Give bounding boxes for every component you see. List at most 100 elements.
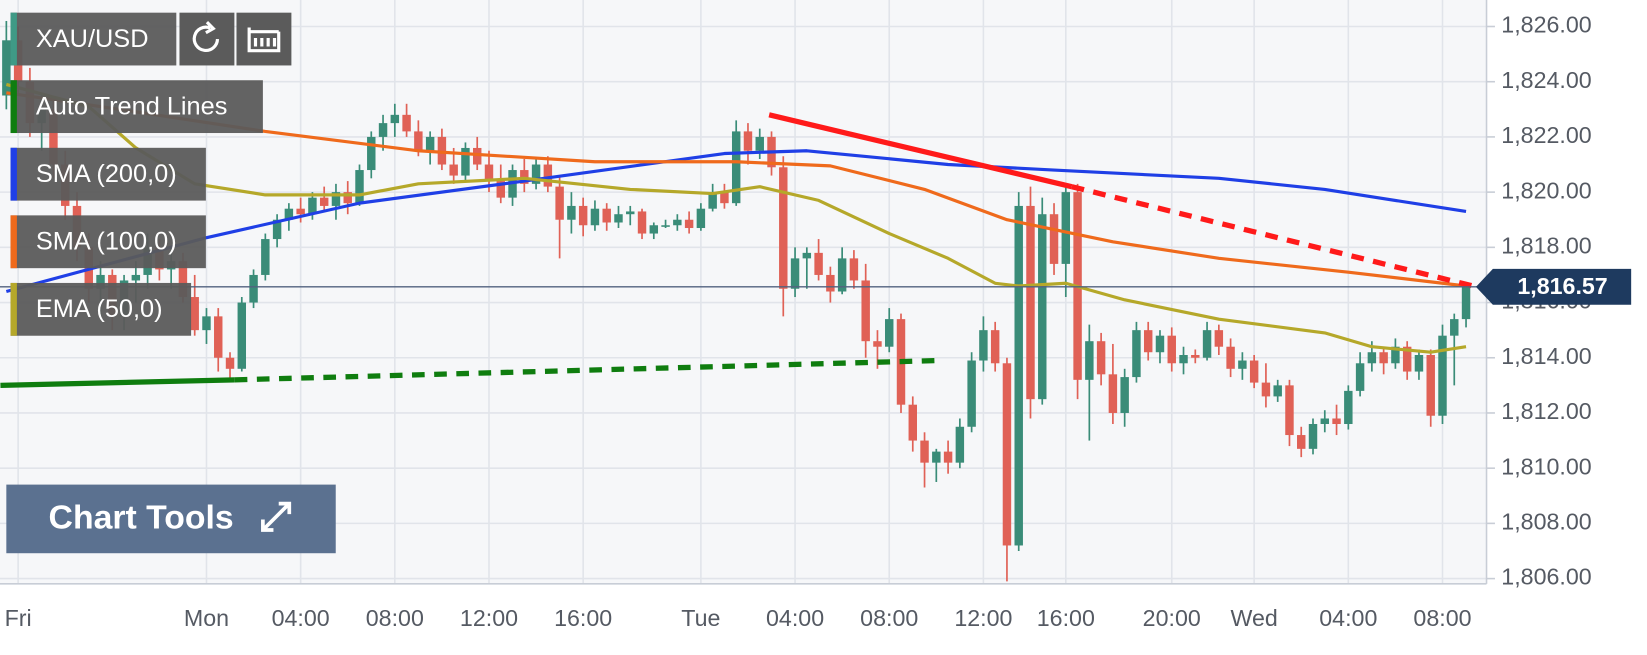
- candle-body: [261, 239, 270, 275]
- legend-box: [10, 215, 206, 269]
- chart-tools-label: Chart Tools: [49, 498, 234, 536]
- candle-body: [1391, 346, 1400, 364]
- candle-body: [214, 316, 223, 358]
- candle-body: [284, 208, 294, 220]
- candle-body: [1167, 335, 1176, 364]
- candle-body: [296, 208, 305, 215]
- candle-body: [96, 274, 105, 289]
- candle-body: [1261, 382, 1271, 397]
- candle-body: [1414, 354, 1424, 372]
- indicator-line: [5, 149, 1467, 294]
- candle-body: [425, 136, 435, 151]
- legend-swatch: [10, 147, 17, 201]
- candle-body: [802, 252, 812, 259]
- candle-body: [885, 319, 894, 347]
- candle-body: [873, 341, 882, 347]
- candle-body: [1379, 352, 1388, 364]
- symbol-swatch: [10, 12, 17, 66]
- candle-body: [1332, 418, 1341, 425]
- candle-body: [1461, 286, 1471, 320]
- indicator-line: [5, 82, 1467, 354]
- candle-body: [402, 114, 411, 132]
- candle-body: [225, 357, 235, 369]
- x-tick-label: 04:00: [272, 605, 330, 631]
- candle-body: [461, 147, 470, 176]
- candle-body: [637, 211, 647, 234]
- candle-body: [1367, 352, 1377, 364]
- candle-body: [932, 451, 941, 463]
- x-tick-label: 16:00: [1037, 605, 1095, 631]
- trend-line: [768, 112, 1073, 190]
- x-tick-label: 04:00: [766, 605, 824, 631]
- x-tick-label: 08:00: [366, 605, 424, 631]
- candle-body: [1285, 385, 1294, 436]
- candle-body: [355, 170, 364, 204]
- chart-tools-button[interactable]: [6, 484, 336, 554]
- candle-body: [1143, 330, 1153, 353]
- candle-body: [496, 181, 505, 198]
- candle-body: [696, 208, 706, 229]
- candle-body: [967, 360, 976, 427]
- candle-body: [979, 330, 988, 361]
- candle-body: [202, 316, 211, 331]
- candle-body: [272, 219, 282, 240]
- candle-body: [1238, 360, 1247, 369]
- trend-legend-box: [10, 80, 263, 134]
- candle-body: [1214, 330, 1224, 347]
- candle-body: [943, 451, 953, 463]
- y-tick-label: 1,820.00: [1501, 177, 1591, 203]
- candle-body: [2, 40, 11, 96]
- x-tick-label: 08:00: [1413, 605, 1471, 631]
- candle-body: [708, 192, 717, 209]
- settings-icon: [247, 27, 281, 53]
- x-tick-label: 12:00: [954, 605, 1012, 631]
- candle-body: [449, 164, 458, 176]
- candle-body: [555, 186, 564, 220]
- candle-body: [837, 258, 847, 292]
- candle-body: [731, 131, 741, 204]
- x-tick-label: 12:00: [460, 605, 518, 631]
- candle-body: [990, 330, 1000, 364]
- symbol-label: XAU/USD: [36, 25, 149, 53]
- candle-body: [626, 211, 635, 215]
- candle-body: [472, 147, 482, 165]
- candle-body: [684, 219, 694, 229]
- candle-body: [543, 164, 553, 187]
- trend-line: [1071, 184, 1474, 289]
- candle-body: [319, 197, 329, 206]
- candle-body: [1108, 374, 1118, 413]
- candle-body: [908, 404, 917, 441]
- candle-body: [1202, 330, 1212, 358]
- legend-label: SMA (100,0): [36, 228, 177, 256]
- candle-body: [178, 261, 188, 298]
- x-tick-label: Mon: [184, 605, 229, 631]
- candle-body: [308, 197, 317, 215]
- candle-body: [1179, 354, 1188, 364]
- candle-body: [378, 123, 388, 137]
- candle-body: [849, 258, 859, 281]
- candle-body: [1355, 363, 1365, 391]
- refresh-button[interactable]: [179, 12, 235, 66]
- trend-line: [0, 377, 235, 388]
- candle-body: [531, 164, 541, 184]
- candle-body: [1014, 205, 1023, 546]
- candle-body: [1450, 319, 1459, 336]
- candle-body: [1120, 377, 1129, 413]
- candle-body: [779, 167, 788, 289]
- candle-body: [649, 225, 659, 234]
- trend-line: [234, 357, 938, 383]
- indicator-line: [6, 91, 1467, 288]
- candle-body: [1002, 363, 1012, 546]
- settings-button[interactable]: [236, 12, 292, 66]
- refresh-icon: [192, 21, 220, 52]
- candle-body: [249, 274, 258, 303]
- candle-body: [814, 252, 823, 275]
- candle-body: [578, 205, 588, 226]
- candle-body: [920, 440, 929, 463]
- candle-body: [955, 426, 965, 463]
- candle-body: [567, 205, 576, 220]
- candle-body: [331, 192, 341, 206]
- candle-body: [1061, 192, 1071, 264]
